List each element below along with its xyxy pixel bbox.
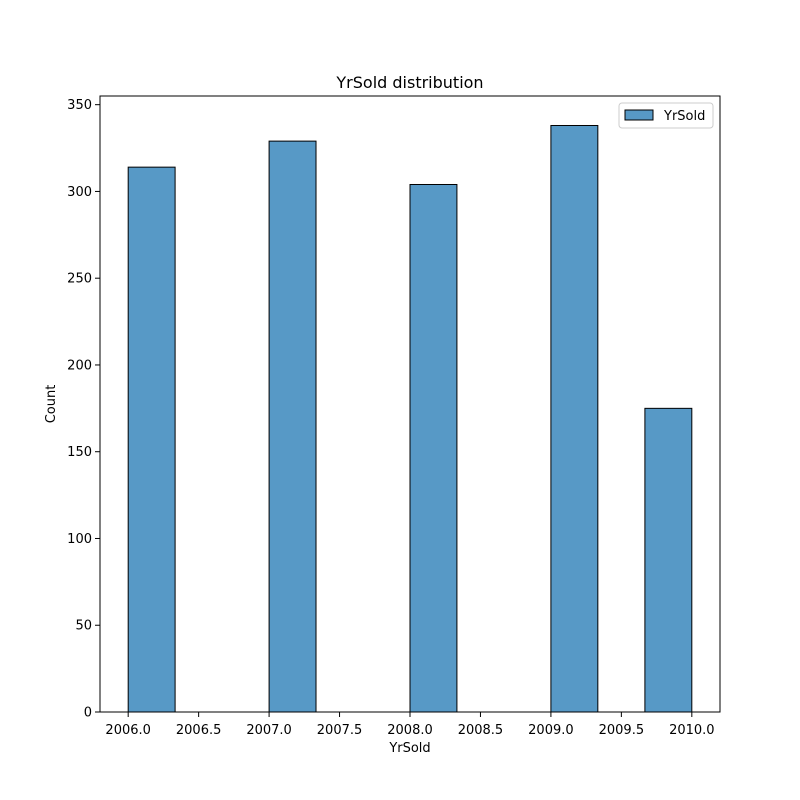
histogram-bar (268, 140, 317, 713)
y-tick-label: 0 (84, 706, 92, 721)
y-axis-ticks: 0 50 100 150 200 250 300 350 (67, 98, 100, 721)
histogram-bar (550, 124, 599, 713)
y-tick-label: 50 (75, 619, 92, 634)
y-tick-label: 300 (67, 185, 92, 200)
x-tick-label: 2006.0 (105, 723, 151, 738)
legend-swatch (624, 109, 654, 121)
histogram-bar (409, 183, 458, 713)
legend-box (618, 102, 714, 129)
x-tick-label: 2010.0 (669, 723, 715, 738)
y-tick-label: 200 (67, 358, 92, 373)
histogram-bar (127, 166, 176, 713)
x-tick-label: 2009.0 (528, 723, 574, 738)
x-tick-label: 2008.0 (387, 723, 433, 738)
x-tick-label: 2007.0 (246, 723, 292, 738)
x-tick-label: 2007.5 (317, 723, 363, 738)
y-tick-label: 350 (67, 98, 92, 113)
chart-title: YrSold distribution (335, 73, 483, 92)
legend: YrSold (618, 102, 714, 129)
y-tick-label: 100 (67, 532, 92, 547)
plot-frame (99, 95, 721, 713)
bars-group (127, 124, 693, 713)
y-tick-label: 150 (67, 445, 92, 460)
y-axis-title: Count (44, 385, 59, 424)
x-axis-ticks: 2006.0 2006.5 2007.0 2007.5 2008.0 2008.5 2009… (105, 712, 715, 738)
x-tick-label: 2006.5 (176, 723, 222, 738)
x-axis-title: YrSold (388, 741, 430, 756)
legend-label: YrSold (663, 109, 705, 124)
y-tick-label: 250 (67, 272, 92, 287)
x-tick-label: 2008.5 (458, 723, 504, 738)
histogram-bar (644, 407, 693, 713)
x-tick-label: 2009.5 (599, 723, 645, 738)
